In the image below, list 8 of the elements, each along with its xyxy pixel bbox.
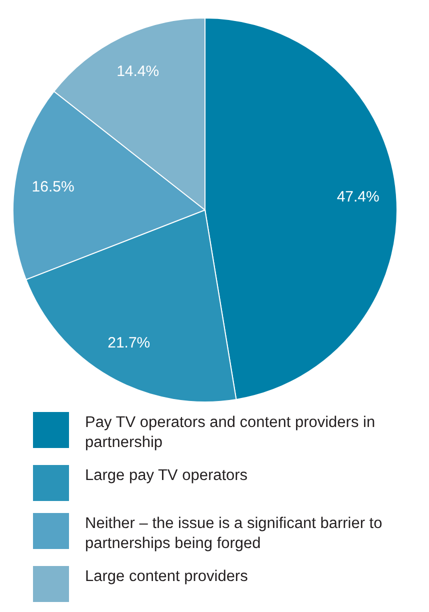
legend-label: Large content providers: [85, 567, 248, 587]
legend-label: Neither – the issue is a significant barrier to partnerships being forged: [85, 514, 384, 554]
data-label: 21.7%: [108, 334, 150, 352]
data-label: 16.5%: [32, 178, 74, 196]
legend-label: Large pay TV operators: [85, 466, 248, 486]
data-label: 14.4%: [116, 62, 160, 80]
data-label: 47.4%: [336, 188, 380, 206]
legend-label: Pay TV operators and content providers in partnership: [85, 413, 376, 453]
